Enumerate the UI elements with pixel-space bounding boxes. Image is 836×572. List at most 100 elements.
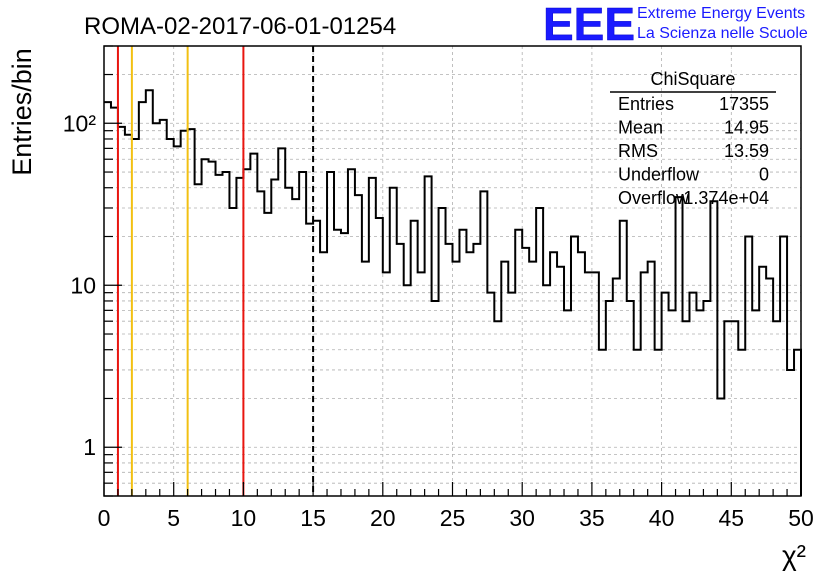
stats-rows: Entries 17355 Mean 14.95 RMS 13.59 Underflow 0 O… — [618, 94, 769, 208]
histogram-bin — [216, 175, 223, 496]
histogram-bin — [292, 199, 299, 496]
histogram-bin — [146, 90, 153, 496]
stats-row-label: Underflow — [618, 165, 700, 185]
histogram-bin — [752, 310, 759, 496]
histogram-bin — [236, 178, 243, 496]
histogram-bin — [780, 237, 787, 496]
stats-box-title: ChiSquare — [650, 69, 735, 89]
histogram-outline — [104, 89, 802, 496]
histogram-bin — [794, 350, 801, 496]
histogram-bin — [188, 129, 195, 496]
y-tick-label: 10² — [63, 110, 97, 136]
histogram-bin — [480, 191, 487, 496]
histogram-bin — [655, 350, 662, 496]
histogram-bin — [390, 188, 397, 496]
stats-row-label: RMS — [618, 141, 658, 161]
histogram-bin — [453, 262, 460, 496]
histogram-bin — [264, 213, 271, 496]
histogram-bin — [271, 179, 278, 496]
stats-row-label: Overflow — [618, 188, 690, 208]
x-tick-label: 0 — [98, 505, 111, 531]
histogram-bin — [257, 191, 264, 496]
histogram-bin — [787, 370, 794, 496]
histogram-bin — [766, 279, 773, 496]
histogram-bin — [592, 272, 599, 496]
stats-row-label: Mean — [618, 118, 663, 138]
stats-box: ChiSquare Entries 17355 Mean 14.95 RMS 13.59 U… — [610, 69, 776, 208]
histogram-bin — [613, 279, 620, 496]
histogram-bin — [278, 148, 285, 496]
histogram-bin — [634, 350, 641, 496]
x-tick-label: 10 — [231, 505, 257, 531]
histogram-bin — [334, 230, 341, 496]
histogram-bin — [536, 208, 543, 496]
histogram-bin — [181, 131, 188, 496]
histogram-bin — [229, 208, 236, 496]
x-tick-label: 20 — [370, 505, 396, 531]
histogram-bin — [683, 321, 690, 496]
histogram-bin — [167, 139, 174, 496]
histogram-bin — [648, 262, 655, 496]
histogram-bin — [125, 135, 132, 496]
histogram-bin — [362, 262, 369, 496]
eee-logo-mark: EEE — [543, 0, 635, 50]
histogram-bin — [508, 293, 515, 496]
histogram-bin — [773, 321, 780, 496]
histogram-bin — [641, 272, 648, 496]
x-tick-label: 25 — [440, 505, 466, 531]
histogram-bin — [153, 123, 160, 496]
histogram-bin — [306, 224, 313, 496]
x-tick-label: 50 — [788, 505, 814, 531]
x-tick-label: 40 — [649, 505, 675, 531]
histogram-bin — [487, 293, 494, 496]
x-tick-label: 35 — [579, 505, 605, 531]
eee-logo-line2: La Scienza nelle Scuole — [637, 25, 808, 42]
histogram-bin — [515, 230, 522, 496]
histogram-bin — [341, 233, 348, 496]
histogram-bin — [494, 321, 501, 496]
x-axis-title: χ² — [782, 540, 806, 571]
histogram-bin — [501, 262, 508, 496]
stats-row-value: 0 — [759, 165, 769, 185]
x-tick-label: 45 — [719, 505, 745, 531]
histogram-bin — [369, 178, 376, 496]
histogram-bin — [132, 139, 139, 496]
histogram-bin — [745, 237, 752, 496]
eee-logo-line1: Extreme Energy Events — [637, 5, 805, 22]
grid-lines — [104, 45, 801, 497]
histogram-bin — [202, 159, 209, 496]
histogram-bin — [195, 184, 202, 496]
histogram-bin — [738, 350, 745, 496]
threshold-lines — [116, 46, 315, 496]
histogram-bin — [662, 293, 669, 496]
histogram-bin — [320, 252, 327, 496]
histogram-bin — [696, 310, 703, 496]
histogram-bin — [466, 252, 473, 496]
stats-row-value: 17355 — [719, 94, 769, 114]
histogram-bin — [111, 108, 118, 496]
histogram-bin — [689, 293, 696, 496]
histogram-bin — [459, 230, 466, 496]
histogram-bin — [550, 252, 557, 496]
histogram-bin — [564, 310, 571, 496]
x-tick-label: 15 — [300, 505, 326, 531]
stats-row-value: 13.59 — [724, 141, 769, 161]
stats-row-value: 14.95 — [724, 118, 769, 138]
histogram-bin — [599, 350, 606, 496]
stats-row-value: 1.374e+04 — [683, 188, 769, 208]
y-tick-label: 10 — [70, 272, 96, 298]
histogram-bin — [710, 201, 717, 496]
histogram-bin — [571, 237, 578, 496]
histogram-bin — [139, 102, 146, 496]
histogram-bin — [585, 272, 592, 496]
histogram-bin — [383, 272, 390, 496]
histogram-bin — [160, 120, 167, 496]
histogram-bin — [731, 321, 738, 496]
stats-row-label: Entries — [618, 94, 674, 114]
histogram-bin — [529, 262, 536, 496]
histogram-bin — [676, 197, 683, 496]
x-tick-label: 30 — [509, 505, 535, 531]
chart-title: ROMA-02-2017-06-01-01254 — [84, 13, 396, 40]
histogram-series — [104, 89, 802, 496]
